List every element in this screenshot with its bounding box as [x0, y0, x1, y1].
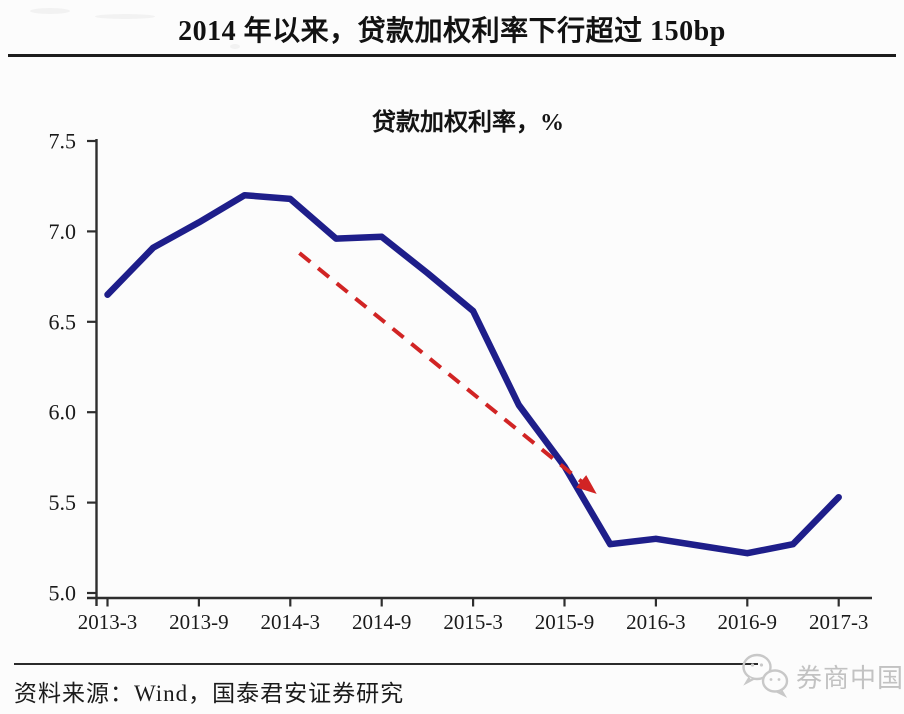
y-tick-label: 6.5: [49, 309, 77, 334]
x-tick-label: 2016-3: [626, 610, 686, 634]
source-note: 资料来源：Wind，国泰君安证券研究: [14, 681, 405, 706]
x-tick-label: 2015-3: [443, 610, 503, 634]
x-tick-label: 2014-3: [261, 610, 321, 634]
trend-arrowhead: [576, 475, 597, 494]
title-divider: [8, 54, 896, 57]
y-tick-label: 5.5: [49, 490, 77, 515]
x-tick-label: 2013-9: [169, 610, 229, 634]
footer-divider: [14, 663, 758, 665]
scan-smudge: [95, 14, 155, 19]
chart-title: 贷款加权利率，%: [372, 110, 564, 136]
watermark: 券商中国: [740, 652, 904, 700]
wechat-bubbles-icon: [742, 653, 789, 698]
x-tick-label: 2015-9: [535, 610, 595, 634]
x-tick-label: 2014-9: [352, 610, 412, 634]
y-tick-label: 7.0: [49, 219, 77, 244]
trend-arrow: [298, 251, 589, 488]
y-tick-label: 5.0: [49, 581, 77, 606]
y-tick-label: 7.5: [49, 129, 77, 154]
x-tick-label: 2016-9: [718, 610, 778, 634]
x-tick-label: 2013-3: [78, 610, 138, 634]
watermark-label: 券商中国: [796, 663, 904, 693]
rate-line: [104, 191, 842, 557]
figure-title: 2014 年以来，贷款加权利率下行超过 150bp: [178, 16, 726, 47]
y-tick-label: 6.0: [49, 400, 77, 425]
x-tick-label: 2017-3: [809, 610, 869, 634]
scan-smudge: [30, 8, 70, 14]
scan-smudge: [230, 44, 240, 49]
